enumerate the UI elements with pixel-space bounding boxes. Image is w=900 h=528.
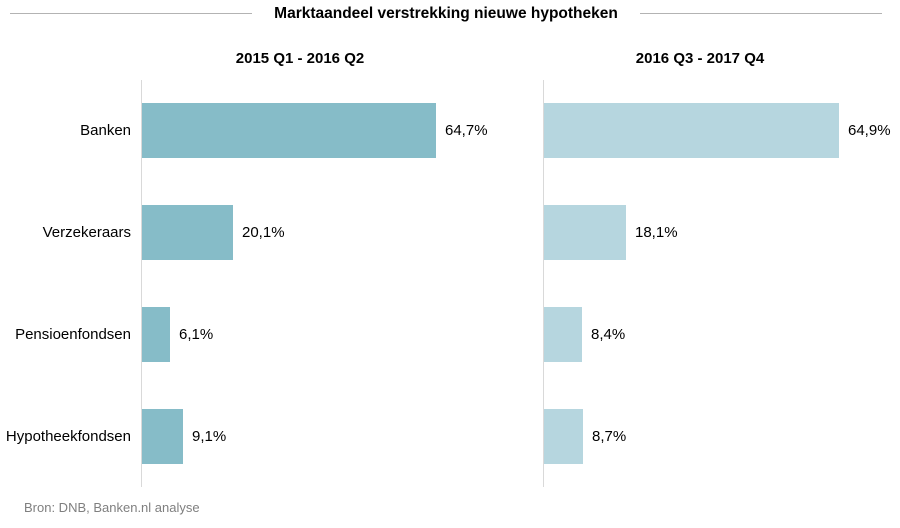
bar-segment: 20,1% xyxy=(142,205,285,260)
title-divider-left xyxy=(10,13,253,14)
right-axis-line xyxy=(543,80,544,487)
category-label: Hypotheekfondsen xyxy=(5,428,131,445)
value-label: 64,7% xyxy=(445,122,488,139)
chart-title: Marktaandeel verstrekking nieuwe hypothe… xyxy=(274,4,618,22)
left-axis-line xyxy=(141,80,142,487)
chart-header: Marktaandeel verstrekking nieuwe hypothe… xyxy=(10,0,883,27)
value-label: 18,1% xyxy=(635,224,678,241)
value-label: 64,9% xyxy=(848,122,891,139)
category-label: Pensioenfondsen xyxy=(15,326,131,343)
panel-title-right: 2016 Q3 - 2017 Q4 xyxy=(635,50,765,67)
value-label: 20,1% xyxy=(242,224,285,241)
value-label: 6,1% xyxy=(179,326,214,343)
bar-segment: 6,1% xyxy=(142,307,213,362)
value-label: 8,7% xyxy=(592,428,627,445)
bar-segment: 8,4% xyxy=(544,307,625,362)
bar-segment: 18,1% xyxy=(544,205,678,260)
source-note: Bron: DNB, Banken.nl analyse xyxy=(24,500,200,515)
category-label: Banken xyxy=(80,122,131,139)
bar-segment: 64,9% xyxy=(544,103,891,158)
panel-title-left: 2015 Q1 - 2016 Q2 xyxy=(235,50,365,67)
bar-segment: 64,7% xyxy=(142,103,488,158)
value-label: 8,4% xyxy=(591,326,626,343)
bar-segment: 9,1% xyxy=(142,409,226,464)
value-label: 9,1% xyxy=(192,428,227,445)
bar-segment: 8,7% xyxy=(544,409,626,464)
category-label: Verzekeraars xyxy=(42,224,131,241)
title-divider-right xyxy=(639,13,883,14)
